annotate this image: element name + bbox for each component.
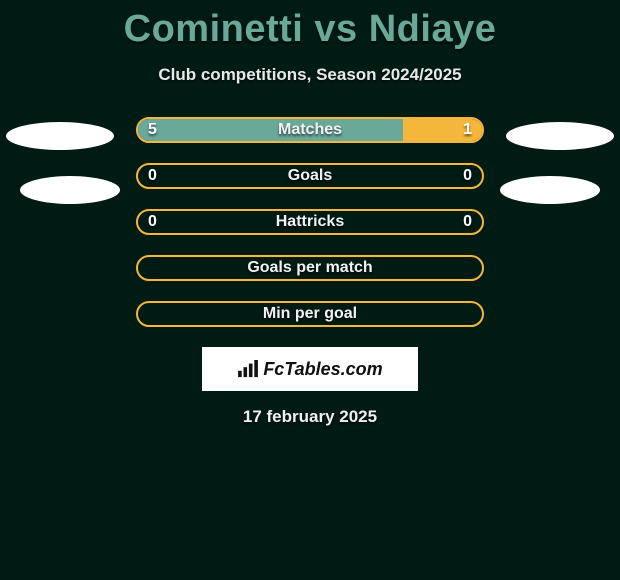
stat-row: Min per goal (0, 301, 620, 327)
bar-track (136, 255, 484, 281)
bar-track (136, 117, 484, 143)
bar-track (136, 163, 484, 189)
date-label: 17 february 2025 (0, 407, 620, 427)
bar-track (136, 209, 484, 235)
stat-value-right: 1 (463, 117, 472, 143)
stat-row: 00Goals (0, 163, 620, 189)
stat-value-right: 0 (463, 209, 472, 235)
stat-value-left: 0 (148, 209, 157, 235)
stat-value-left: 5 (148, 117, 157, 143)
stat-value-left: 0 (148, 163, 157, 189)
stat-value-right: 0 (463, 163, 472, 189)
bar-track (136, 301, 484, 327)
bar-fill-left (138, 119, 403, 141)
stat-row: 00Hattricks (0, 209, 620, 235)
stat-row: Goals per match (0, 255, 620, 281)
stat-row: 51Matches (0, 117, 620, 143)
page-title: Cominetti vs Ndiaye (0, 0, 620, 51)
stats-rows: 51Matches00Goals00HattricksGoals per mat… (0, 117, 620, 327)
chart-icon (237, 360, 259, 378)
brand-label: FcTables.com (263, 359, 382, 380)
brand-box: FcTables.com (202, 347, 418, 391)
subtitle: Club competitions, Season 2024/2025 (0, 65, 620, 85)
